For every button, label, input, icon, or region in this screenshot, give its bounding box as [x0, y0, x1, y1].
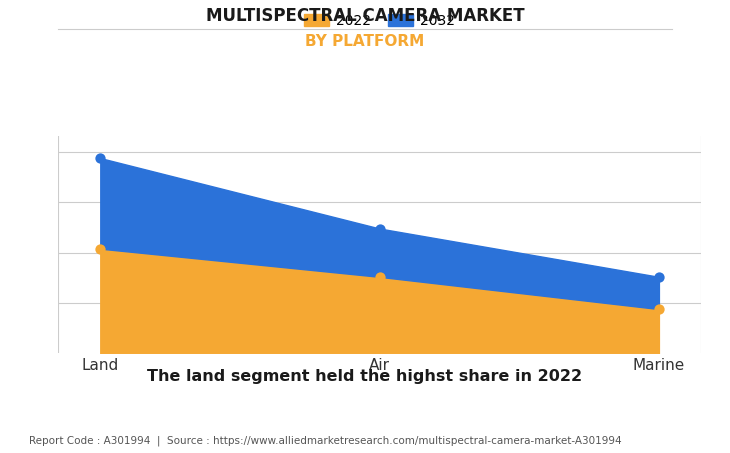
Text: Report Code : A301994  |  Source : https://www.alliedmarketresearch.com/multispe: Report Code : A301994 | Source : https:/…	[29, 436, 622, 446]
Point	[374, 225, 385, 232]
Legend: 2022, 2032: 2022, 2032	[299, 8, 461, 33]
Text: The land segment held the highst share in 2022: The land segment held the highst share i…	[147, 369, 583, 384]
Text: BY PLATFORM: BY PLATFORM	[305, 34, 425, 49]
Text: MULTISPECTRAL CAMERA MARKET: MULTISPECTRAL CAMERA MARKET	[206, 7, 524, 25]
Point	[653, 305, 665, 313]
Point	[374, 273, 385, 280]
Point	[94, 245, 106, 252]
Point	[94, 154, 106, 162]
Point	[653, 273, 665, 280]
